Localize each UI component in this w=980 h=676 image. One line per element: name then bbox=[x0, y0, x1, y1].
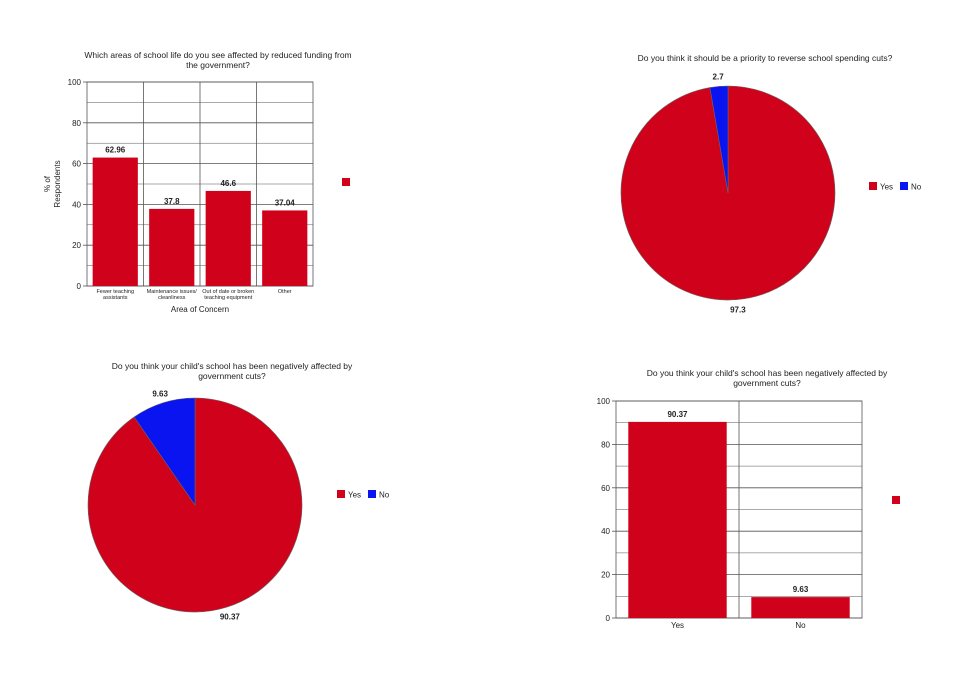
chart-2: Do you think your child's school has bee… bbox=[87, 361, 390, 622]
data-label: 2.7 bbox=[713, 72, 725, 81]
x-axis-label: Area of Concern bbox=[171, 305, 229, 314]
y-tick-label: 80 bbox=[601, 440, 610, 449]
data-label: 62.96 bbox=[105, 146, 126, 155]
data-label: 37.8 bbox=[164, 197, 180, 206]
chart-3: Do you think your child's school has bee… bbox=[597, 368, 900, 630]
data-label: 37.04 bbox=[275, 198, 296, 207]
chart-2-title-line-0: Do you think your child's school has bee… bbox=[112, 361, 353, 371]
legend-label: No bbox=[911, 183, 922, 192]
y-tick-label: 40 bbox=[601, 527, 610, 536]
pie-slice bbox=[709, 85, 729, 194]
y-tick-label: 20 bbox=[601, 571, 610, 580]
y-tick-label: 60 bbox=[601, 484, 610, 493]
chart-1-title-line-0: Do you think it should be a priority to … bbox=[638, 53, 893, 63]
data-label: 46.6 bbox=[220, 179, 236, 188]
x-tick-label: No bbox=[795, 621, 806, 630]
x-tick-label: teaching equipment bbox=[204, 295, 252, 301]
chart-3-title-line-1: government cuts? bbox=[733, 378, 801, 388]
chart-0-title-line-1: the government? bbox=[186, 60, 250, 70]
legend-label: Yes bbox=[348, 491, 361, 500]
y-tick-label: 80 bbox=[72, 119, 81, 128]
y-tick-label: 20 bbox=[72, 241, 81, 250]
y-tick-label: 0 bbox=[606, 614, 611, 623]
y-tick-label: 100 bbox=[597, 397, 611, 406]
bar bbox=[628, 421, 727, 618]
data-label: 90.37 bbox=[667, 410, 688, 419]
x-tick-label: Maintenance issues/ bbox=[147, 289, 198, 295]
x-tick-label: assistants bbox=[103, 295, 128, 301]
bar bbox=[92, 157, 138, 286]
chart-1: Do you think it should be a priority to … bbox=[620, 53, 922, 315]
bar bbox=[262, 210, 308, 286]
chart-0-title-line-0: Which areas of school life do you see af… bbox=[84, 50, 351, 60]
x-tick-label: Fewer teaching bbox=[96, 289, 134, 295]
data-label: 90.37 bbox=[220, 613, 241, 622]
y-axis-label: % of bbox=[43, 175, 52, 192]
y-tick-label: 60 bbox=[72, 160, 81, 169]
y-tick-label: 100 bbox=[68, 78, 82, 87]
bar bbox=[149, 208, 195, 286]
chart-3-title-line-0: Do you think your child's school has bee… bbox=[647, 368, 888, 378]
legend-swatch bbox=[900, 182, 908, 190]
legend-label: No bbox=[379, 491, 390, 500]
legend-label: Yes bbox=[880, 183, 893, 192]
x-tick-label: cleanliness bbox=[158, 295, 185, 301]
data-label: 9.63 bbox=[152, 389, 168, 398]
y-tick-label: 0 bbox=[77, 282, 82, 291]
x-tick-label: Yes bbox=[671, 621, 684, 630]
legend-swatch bbox=[342, 178, 350, 186]
legend-swatch bbox=[337, 490, 345, 498]
x-tick-label: Other bbox=[278, 289, 292, 295]
chart-0: Which areas of school life do you see af… bbox=[43, 50, 352, 314]
pie-slice bbox=[133, 397, 196, 506]
y-tick-label: 40 bbox=[72, 200, 81, 209]
data-label: 9.63 bbox=[793, 585, 809, 594]
legend-swatch bbox=[869, 182, 877, 190]
legend-swatch bbox=[368, 490, 376, 498]
x-tick-label: Out of date or broken bbox=[202, 289, 254, 295]
y-axis-label: Respondents bbox=[53, 160, 62, 207]
chart-2-title-line-1: government cuts? bbox=[198, 371, 266, 381]
bar bbox=[751, 597, 850, 618]
bar bbox=[205, 190, 251, 286]
legend-swatch bbox=[892, 496, 900, 504]
data-label: 97.3 bbox=[730, 306, 746, 315]
